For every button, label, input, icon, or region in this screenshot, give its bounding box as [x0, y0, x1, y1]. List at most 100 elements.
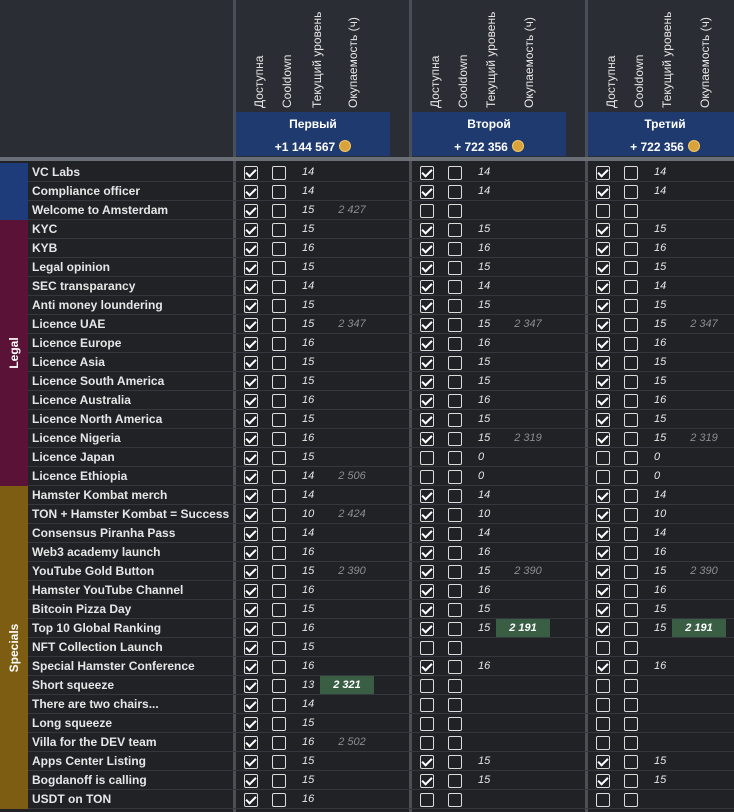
- available-checkbox[interactable]: [420, 546, 434, 560]
- available-checkbox[interactable]: [596, 394, 610, 408]
- cooldown-checkbox[interactable]: [448, 622, 462, 636]
- cooldown-checkbox[interactable]: [272, 641, 286, 655]
- cooldown-checkbox[interactable]: [272, 356, 286, 370]
- available-checkbox[interactable]: [420, 736, 434, 750]
- cooldown-checkbox[interactable]: [624, 660, 638, 674]
- available-checkbox[interactable]: [420, 793, 434, 807]
- available-checkbox[interactable]: [244, 755, 258, 769]
- available-checkbox[interactable]: [420, 774, 434, 788]
- cooldown-checkbox[interactable]: [624, 337, 638, 351]
- cooldown-checkbox[interactable]: [448, 356, 462, 370]
- available-checkbox[interactable]: [596, 527, 610, 541]
- available-checkbox[interactable]: [244, 698, 258, 712]
- cooldown-checkbox[interactable]: [448, 375, 462, 389]
- cooldown-checkbox[interactable]: [624, 508, 638, 522]
- cooldown-checkbox[interactable]: [624, 622, 638, 636]
- available-checkbox[interactable]: [244, 660, 258, 674]
- available-checkbox[interactable]: [596, 375, 610, 389]
- cooldown-checkbox[interactable]: [448, 527, 462, 541]
- cooldown-checkbox[interactable]: [624, 375, 638, 389]
- cooldown-checkbox[interactable]: [624, 166, 638, 180]
- cooldown-checkbox[interactable]: [272, 242, 286, 256]
- available-checkbox[interactable]: [420, 451, 434, 465]
- available-checkbox[interactable]: [244, 280, 258, 294]
- cooldown-checkbox[interactable]: [448, 546, 462, 560]
- available-checkbox[interactable]: [596, 489, 610, 503]
- cooldown-checkbox[interactable]: [448, 698, 462, 712]
- available-checkbox[interactable]: [596, 432, 610, 446]
- available-checkbox[interactable]: [420, 223, 434, 237]
- cooldown-checkbox[interactable]: [272, 261, 286, 275]
- cooldown-checkbox[interactable]: [624, 489, 638, 503]
- cooldown-checkbox[interactable]: [272, 698, 286, 712]
- available-checkbox[interactable]: [420, 280, 434, 294]
- available-checkbox[interactable]: [420, 489, 434, 503]
- cooldown-checkbox[interactable]: [272, 527, 286, 541]
- cooldown-checkbox[interactable]: [272, 584, 286, 598]
- available-checkbox[interactable]: [244, 318, 258, 332]
- cooldown-checkbox[interactable]: [624, 261, 638, 275]
- cooldown-checkbox[interactable]: [624, 584, 638, 598]
- cooldown-checkbox[interactable]: [272, 185, 286, 199]
- cooldown-checkbox[interactable]: [272, 603, 286, 617]
- cooldown-checkbox[interactable]: [448, 299, 462, 313]
- available-checkbox[interactable]: [596, 451, 610, 465]
- available-checkbox[interactable]: [420, 299, 434, 313]
- available-checkbox[interactable]: [420, 717, 434, 731]
- cooldown-checkbox[interactable]: [624, 413, 638, 427]
- available-checkbox[interactable]: [244, 337, 258, 351]
- cooldown-checkbox[interactable]: [448, 641, 462, 655]
- cooldown-checkbox[interactable]: [448, 660, 462, 674]
- cooldown-checkbox[interactable]: [272, 755, 286, 769]
- cooldown-checkbox[interactable]: [272, 774, 286, 788]
- available-checkbox[interactable]: [596, 755, 610, 769]
- cooldown-checkbox[interactable]: [448, 489, 462, 503]
- available-checkbox[interactable]: [244, 774, 258, 788]
- available-checkbox[interactable]: [420, 261, 434, 275]
- available-checkbox[interactable]: [244, 546, 258, 560]
- cooldown-checkbox[interactable]: [624, 565, 638, 579]
- cooldown-checkbox[interactable]: [624, 394, 638, 408]
- available-checkbox[interactable]: [596, 717, 610, 731]
- cooldown-checkbox[interactable]: [272, 413, 286, 427]
- cooldown-checkbox[interactable]: [448, 679, 462, 693]
- cooldown-checkbox[interactable]: [448, 337, 462, 351]
- available-checkbox[interactable]: [420, 432, 434, 446]
- available-checkbox[interactable]: [420, 641, 434, 655]
- cooldown-checkbox[interactable]: [448, 755, 462, 769]
- available-checkbox[interactable]: [420, 318, 434, 332]
- cooldown-checkbox[interactable]: [624, 774, 638, 788]
- available-checkbox[interactable]: [596, 356, 610, 370]
- available-checkbox[interactable]: [420, 755, 434, 769]
- cooldown-checkbox[interactable]: [624, 698, 638, 712]
- cooldown-checkbox[interactable]: [624, 793, 638, 807]
- available-checkbox[interactable]: [596, 337, 610, 351]
- cooldown-checkbox[interactable]: [448, 280, 462, 294]
- available-checkbox[interactable]: [596, 280, 610, 294]
- cooldown-checkbox[interactable]: [272, 337, 286, 351]
- available-checkbox[interactable]: [596, 185, 610, 199]
- available-checkbox[interactable]: [244, 622, 258, 636]
- available-checkbox[interactable]: [596, 622, 610, 636]
- available-checkbox[interactable]: [596, 698, 610, 712]
- available-checkbox[interactable]: [420, 622, 434, 636]
- cooldown-checkbox[interactable]: [272, 565, 286, 579]
- available-checkbox[interactable]: [420, 394, 434, 408]
- available-checkbox[interactable]: [420, 242, 434, 256]
- cooldown-checkbox[interactable]: [272, 166, 286, 180]
- available-checkbox[interactable]: [244, 261, 258, 275]
- cooldown-checkbox[interactable]: [272, 489, 286, 503]
- available-checkbox[interactable]: [244, 432, 258, 446]
- cooldown-checkbox[interactable]: [448, 261, 462, 275]
- available-checkbox[interactable]: [244, 204, 258, 218]
- cooldown-checkbox[interactable]: [624, 736, 638, 750]
- available-checkbox[interactable]: [596, 565, 610, 579]
- cooldown-checkbox[interactable]: [272, 394, 286, 408]
- available-checkbox[interactable]: [596, 641, 610, 655]
- available-checkbox[interactable]: [420, 413, 434, 427]
- cooldown-checkbox[interactable]: [448, 394, 462, 408]
- available-checkbox[interactable]: [244, 679, 258, 693]
- available-checkbox[interactable]: [244, 793, 258, 807]
- available-checkbox[interactable]: [596, 166, 610, 180]
- available-checkbox[interactable]: [596, 204, 610, 218]
